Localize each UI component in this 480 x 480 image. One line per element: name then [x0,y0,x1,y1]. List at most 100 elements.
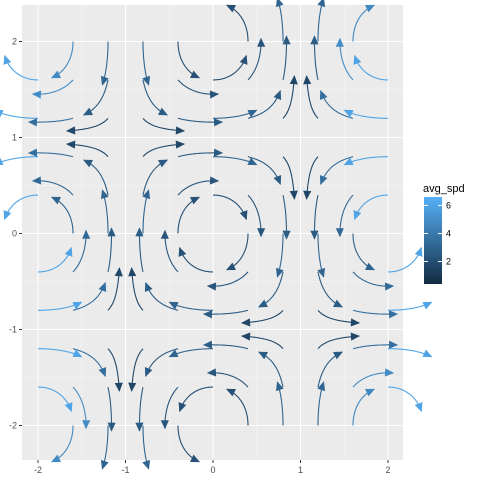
arrow-head [353,210,362,221]
arrow-head [273,90,282,100]
arrow-head [317,267,326,278]
arrow-head [64,246,73,257]
arrow-head [333,299,343,308]
arrow-head [128,382,137,392]
y-tick-label: -1 [9,325,17,335]
arrow-head [365,388,375,397]
legend-title: avg_spd [423,183,465,195]
arrow-head [107,422,116,432]
arrow-head [206,282,217,291]
legend-ticks: 2 4 6 [424,200,451,267]
arrow-head [100,459,109,470]
arrow-head [3,54,12,65]
arrow-head [83,107,93,116]
arrow-head [350,332,361,341]
y-tick-label: 0 [12,229,17,239]
arrow-head [257,37,266,47]
arrow-head [319,175,328,185]
arrow-head [343,109,354,118]
arrow-head [335,37,344,47]
arrow-head [31,90,42,99]
arrow-head [27,118,38,127]
arrow-head [258,299,268,308]
arrow-head [114,382,123,392]
arrow-head [209,90,220,99]
arrow-head [144,282,153,292]
arrow-head [100,75,109,86]
arrow-head [335,228,344,238]
arrow-head [135,422,144,432]
arrow-head [303,190,312,200]
arrow-head [64,402,73,413]
y-tick-label: 2 [12,37,17,47]
arrow-head [31,176,42,185]
arrow-head [275,267,284,278]
arrow-head [83,159,93,168]
arrow-head [384,368,395,377]
arrow-head [275,381,284,392]
arrow-head [333,351,343,360]
arrow-head [422,301,433,310]
arrow-head [82,420,91,430]
arrow-head [72,349,83,358]
arrow-head [226,4,236,13]
arrow-head [175,126,186,135]
legend: avg_spd 2 4 6 [423,183,465,284]
arrow-head [107,227,116,237]
arrow-head [343,157,354,166]
arrow-layer [0,0,433,470]
arrow-head [206,368,217,377]
arrow-head [414,402,423,413]
arrow-head [72,301,83,310]
arrow-head [258,351,268,360]
arrow-head [114,267,123,277]
arrow-head [3,210,12,221]
arrow-head [240,318,251,327]
arrow-head [190,454,200,463]
arrow-head [178,246,187,257]
x-tick-label: 0 [210,465,215,475]
arrow-head [317,381,326,392]
y-axis: -2 -1 0 1 2 [9,37,22,431]
x-axis: -2 -1 0 1 2 [34,460,391,475]
arrow-head [98,282,107,292]
arrow-head [0,157,4,165]
arrow-head [144,367,153,377]
arrow-head [257,228,266,238]
arrow-head [202,310,213,319]
arrow-head [51,454,61,463]
arrow-head [190,70,200,79]
arrow-head [303,75,312,85]
arrow-head [247,109,258,118]
arrow-head [319,90,328,100]
arrow-head [190,196,200,205]
arrow-head [158,107,168,116]
arrow-head [213,118,224,127]
arrow-head [422,349,433,358]
arrow-head [160,229,169,239]
legend-label: 6 [446,200,451,210]
arrow-head [239,210,248,221]
arrow-head [168,349,179,358]
arrow-head [100,189,109,200]
arrow-head [82,229,91,239]
arrow-head [282,230,291,240]
arrow-head [365,262,375,271]
arrow-head [51,196,61,205]
arrow-head [128,267,137,277]
legend-label: 2 [446,257,451,267]
arrow-head [209,176,220,185]
arrow-head [0,110,4,118]
legend-label: 4 [446,228,451,238]
y-tick-label: 1 [12,133,17,143]
arrow-head [168,301,179,310]
arrow-head [239,54,248,65]
arrow-head [388,310,399,319]
arrow-head [65,126,76,135]
x-tick-label: 2 [385,465,390,475]
arrow-head [353,54,362,65]
arrow-head [275,0,284,8]
arrow-head [365,4,375,13]
arrow-head [213,148,224,157]
